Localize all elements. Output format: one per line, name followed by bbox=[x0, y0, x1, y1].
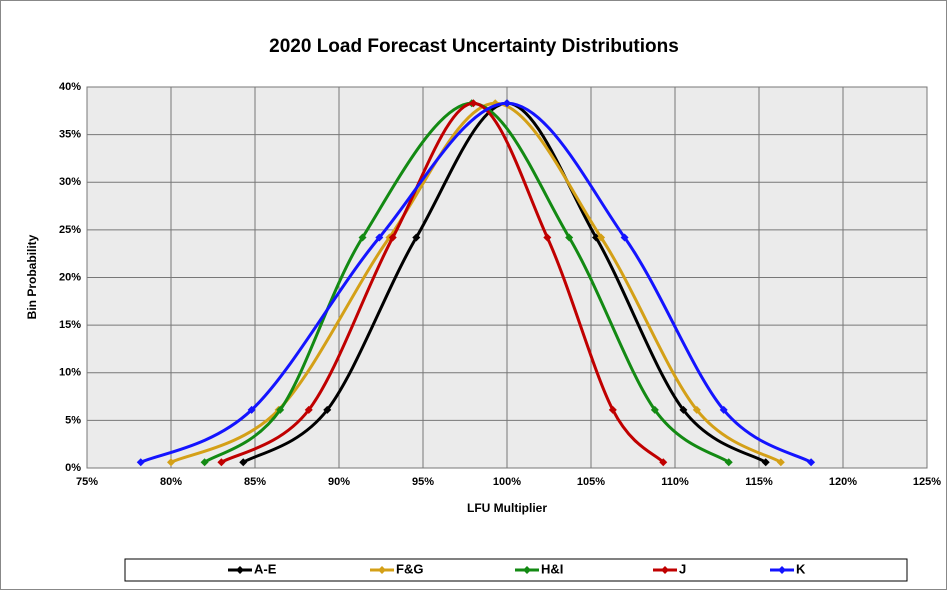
legend-label: F&G bbox=[396, 561, 423, 576]
marker bbox=[503, 99, 511, 108]
legend-marker bbox=[236, 566, 244, 574]
x-tick-label: 120% bbox=[829, 476, 857, 488]
marker bbox=[807, 458, 816, 467]
marker bbox=[375, 233, 384, 242]
marker bbox=[692, 405, 701, 414]
marker bbox=[620, 233, 629, 242]
marker bbox=[304, 405, 313, 414]
marker bbox=[136, 458, 145, 467]
x-tick-label: 75% bbox=[76, 476, 98, 488]
marker bbox=[719, 405, 728, 414]
marker bbox=[412, 233, 421, 242]
legend-label: K bbox=[796, 561, 806, 576]
x-tick-label: 90% bbox=[328, 476, 350, 488]
x-tick-label: 80% bbox=[160, 476, 182, 488]
y-tick-label: 20% bbox=[59, 271, 81, 283]
legend-label: J bbox=[679, 561, 686, 576]
marker bbox=[776, 458, 785, 467]
x-tick-label: 110% bbox=[661, 476, 689, 488]
x-tick-label: 100% bbox=[493, 476, 521, 488]
y-tick-label: 35% bbox=[59, 129, 81, 141]
legend-marker bbox=[523, 566, 531, 574]
marker bbox=[358, 233, 367, 242]
marker bbox=[167, 458, 175, 467]
marker bbox=[761, 458, 770, 467]
marker bbox=[597, 233, 606, 242]
x-axis-title: LFU Multiplier bbox=[467, 501, 547, 515]
y-tick-label: 5% bbox=[65, 414, 81, 426]
y-tick-label: 25% bbox=[59, 224, 81, 236]
marker bbox=[247, 405, 256, 414]
y-tick-label: 40% bbox=[59, 81, 81, 93]
marker bbox=[388, 233, 397, 242]
y-tick-label: 30% bbox=[59, 176, 81, 188]
marker bbox=[724, 458, 733, 467]
marker bbox=[239, 458, 248, 467]
marker bbox=[276, 405, 285, 414]
marker bbox=[608, 405, 617, 414]
y-tick-label: 10% bbox=[59, 367, 81, 379]
x-tick-label: 95% bbox=[412, 476, 434, 488]
marker bbox=[565, 233, 574, 242]
y-tick-label: 0% bbox=[65, 462, 81, 474]
marker bbox=[679, 405, 688, 414]
legend-marker bbox=[778, 566, 786, 574]
marker bbox=[200, 458, 209, 467]
x-tick-label: 85% bbox=[244, 476, 266, 488]
x-tick-label: 115% bbox=[745, 476, 773, 488]
marker bbox=[659, 458, 668, 467]
plot-border bbox=[86, 86, 928, 469]
x-tick-label: 105% bbox=[577, 476, 605, 488]
legend-marker bbox=[661, 566, 669, 574]
chart-title: 2020 Load Forecast Uncertainty Distribut… bbox=[269, 36, 679, 57]
marker bbox=[323, 405, 332, 414]
y-axis-title: Bin Probability bbox=[25, 234, 39, 319]
y-tick-label: 15% bbox=[59, 319, 81, 331]
legend-marker bbox=[378, 566, 386, 574]
marker bbox=[469, 99, 478, 108]
marker bbox=[217, 458, 226, 467]
x-tick-label: 125% bbox=[913, 476, 941, 488]
marker bbox=[543, 233, 552, 242]
legend-label: H&I bbox=[541, 561, 563, 576]
legend-label: A-E bbox=[254, 561, 277, 576]
marker bbox=[650, 405, 659, 414]
